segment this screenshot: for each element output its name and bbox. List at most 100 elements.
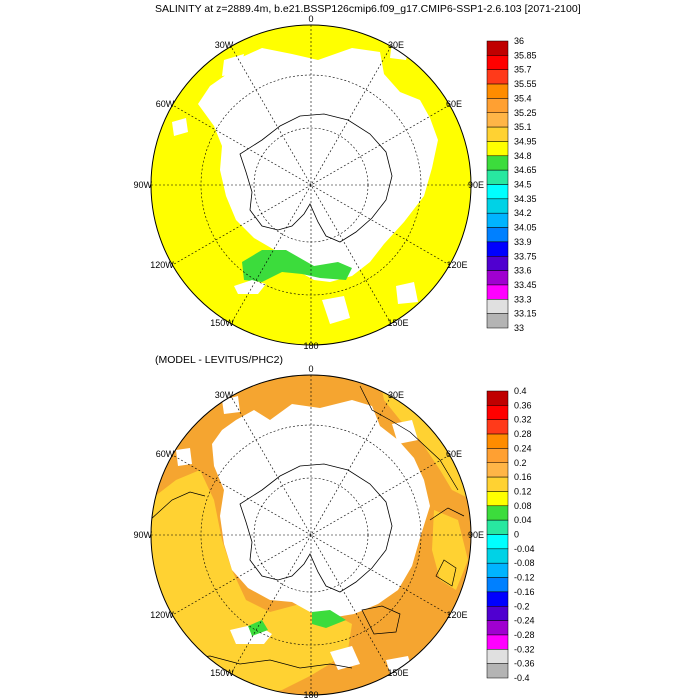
colorbar-label: 0.36 bbox=[514, 400, 532, 410]
colorbar-swatch bbox=[486, 141, 509, 157]
lon-label: 120E bbox=[446, 610, 467, 620]
colorbar-swatch bbox=[486, 112, 509, 128]
colorbar-label: 35.1 bbox=[514, 122, 532, 132]
ice-patch bbox=[322, 296, 350, 324]
colorbar-swatch bbox=[486, 212, 509, 228]
lon-label: 30E bbox=[388, 390, 404, 400]
colorbar-swatch bbox=[486, 476, 509, 492]
colorbar-label: 0.32 bbox=[514, 415, 532, 425]
colorbar-swatch bbox=[486, 462, 509, 478]
colorbar-swatch bbox=[486, 663, 509, 679]
ice-region bbox=[198, 48, 438, 282]
colorbar-label: 34.35 bbox=[514, 194, 537, 204]
lon-label: 60E bbox=[446, 99, 462, 109]
lon-label: 30W bbox=[215, 390, 234, 400]
lon-label: 90W bbox=[133, 530, 152, 540]
colorbar-swatch bbox=[486, 649, 509, 664]
lon-label: 60W bbox=[156, 99, 175, 109]
colorbar-swatch bbox=[486, 534, 509, 550]
ice-patch bbox=[234, 280, 266, 294]
map-border bbox=[150, 374, 472, 696]
map-border bbox=[150, 24, 472, 346]
lon-label: 90W bbox=[133, 180, 152, 190]
anomaly-region bbox=[312, 610, 346, 628]
colorbar-swatch bbox=[486, 126, 509, 142]
colorbar-label: -0.16 bbox=[514, 587, 535, 597]
colorbar-label: 33.9 bbox=[514, 237, 532, 247]
colorbar-swatch bbox=[486, 519, 509, 535]
colorbar-label: 0 bbox=[514, 530, 519, 540]
lon-label: 180 bbox=[303, 341, 318, 351]
colorbar-swatch bbox=[486, 390, 509, 406]
colorbar-label: -0.2 bbox=[514, 601, 530, 611]
colorbar-swatch bbox=[486, 241, 509, 257]
lon-label: 30E bbox=[388, 40, 404, 50]
longitude-labels: 0 30E 60E 90E 120E 150E 180 150W 120W 90… bbox=[133, 14, 484, 351]
colorbar-swatch bbox=[486, 69, 509, 85]
colorbar-label: 33.75 bbox=[514, 251, 537, 261]
colorbar-swatch bbox=[486, 577, 509, 593]
colorbar-label: 0.24 bbox=[514, 443, 532, 453]
colorbar-swatch bbox=[486, 184, 509, 200]
colorbar: 36 35.85 35.7 35.55 35.4 35.25 35.1 34.95 34.8 34… bbox=[486, 36, 537, 333]
lon-label: 150W bbox=[210, 318, 234, 328]
colorbar-label: 33 bbox=[514, 323, 524, 333]
ice-patch bbox=[176, 448, 192, 466]
polar-map: 0 30E 60E 90E 120E 150E 180 150W 120W 90… bbox=[133, 364, 484, 700]
colorbar-swatch bbox=[486, 83, 509, 99]
colorbar-swatch bbox=[486, 270, 509, 286]
colorbar-swatch bbox=[486, 591, 509, 607]
difference-panel: (MODEL - LEVITUS/PHC2) bbox=[133, 354, 534, 700]
lon-label: 30W bbox=[215, 40, 234, 50]
colorbar-label: 0.04 bbox=[514, 515, 532, 525]
colorbar-swatch bbox=[486, 169, 509, 185]
lon-label: 150W bbox=[210, 668, 234, 678]
colorbar-label: 34.2 bbox=[514, 208, 532, 218]
colorbar-label: 0.4 bbox=[514, 386, 527, 396]
graticule bbox=[151, 375, 471, 695]
lon-label: 60E bbox=[446, 449, 462, 459]
colorbar-swatch bbox=[486, 155, 509, 171]
antarctica-outline bbox=[239, 463, 393, 593]
colorbar-label: -0.08 bbox=[514, 558, 535, 568]
colorbar-label: -0.36 bbox=[514, 659, 535, 669]
lon-label: 150E bbox=[387, 318, 408, 328]
anomaly-region bbox=[248, 620, 268, 636]
ice-patch bbox=[222, 396, 240, 414]
ice-patch bbox=[172, 118, 188, 136]
lon-label: 150E bbox=[387, 668, 408, 678]
colorbar-label: 33.15 bbox=[514, 309, 537, 319]
colorbar-label: 0.16 bbox=[514, 472, 532, 482]
colorbar-swatch bbox=[486, 548, 509, 564]
anomaly-region bbox=[380, 380, 471, 500]
lon-label: 0 bbox=[308, 14, 313, 24]
colorbar-label: 33.45 bbox=[514, 280, 537, 290]
salinity-panel: SALINITY at z=2889.4m, b.e21.BSSP126cmip… bbox=[133, 3, 580, 351]
lon-label: 120E bbox=[446, 260, 467, 270]
colorbar-label: 35.7 bbox=[514, 65, 532, 75]
lon-label: 90E bbox=[468, 180, 484, 190]
colorbar-swatch bbox=[486, 491, 509, 507]
colorbar-label: 34.8 bbox=[514, 151, 532, 161]
colorbar-label: 0.08 bbox=[514, 501, 532, 511]
colorbar-swatch bbox=[486, 313, 509, 329]
colorbar-label: 33.3 bbox=[514, 294, 532, 304]
colorbar-swatch bbox=[486, 606, 509, 621]
colorbar-swatch bbox=[486, 284, 509, 300]
colorbar-swatch bbox=[486, 55, 509, 70]
colorbar-label: 35.4 bbox=[514, 93, 532, 103]
panel-title: SALINITY at z=2889.4m, b.e21.BSSP126cmip… bbox=[155, 3, 581, 15]
anomaly-region bbox=[151, 470, 352, 695]
colorbar-swatch bbox=[486, 562, 509, 578]
lon-label: 120W bbox=[150, 260, 174, 270]
ice-patch bbox=[392, 420, 418, 444]
colorbar-label: 34.5 bbox=[514, 180, 532, 190]
colorbar-label: 35.55 bbox=[514, 79, 537, 89]
graticule bbox=[151, 25, 471, 345]
lon-label: 60W bbox=[156, 449, 175, 459]
lon-label: 180 bbox=[303, 690, 318, 700]
colorbar-label: 36 bbox=[514, 36, 524, 46]
colorbar-swatch bbox=[486, 448, 509, 463]
colorbar-label: 35.25 bbox=[514, 108, 537, 118]
